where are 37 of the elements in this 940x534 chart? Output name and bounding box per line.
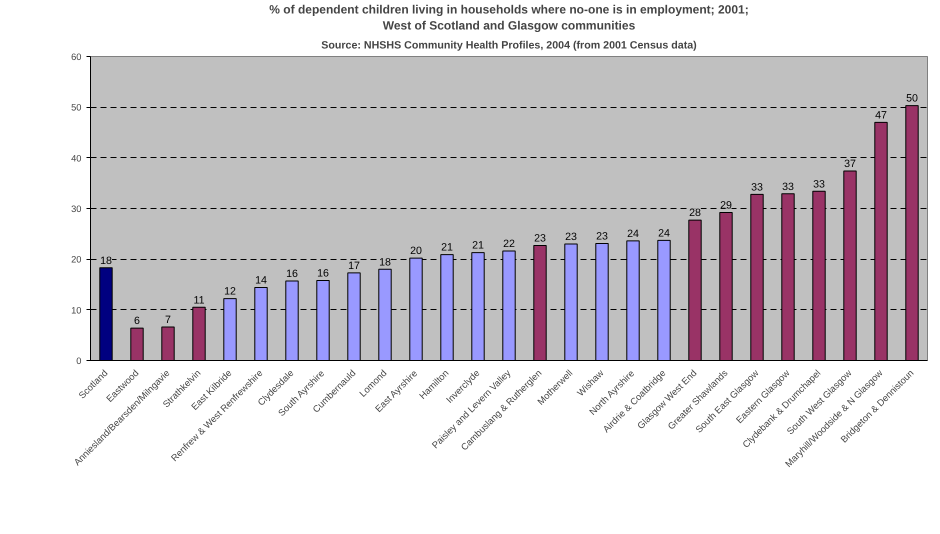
- data-label: 29: [720, 200, 732, 212]
- y-tick-label: 40: [71, 153, 82, 164]
- data-label: 6: [134, 315, 140, 328]
- data-label: 11: [193, 294, 205, 306]
- data-label: 28: [689, 207, 701, 220]
- data-label: 33: [751, 181, 763, 194]
- data-label: 20: [410, 245, 422, 258]
- data-label: 33: [782, 180, 794, 193]
- source-note: Source: NHSHS Community Health Profiles, 2004 (from 2001 Census data): [321, 40, 698, 52]
- y-tick-label: 60: [71, 52, 82, 62]
- data-label: 16: [286, 268, 298, 280]
- y-tick-label: 10: [71, 305, 82, 316]
- data-label: 17: [348, 260, 360, 272]
- data-label: 23: [534, 232, 546, 244]
- data-label: 14: [255, 274, 267, 287]
- data-label: 50: [906, 92, 918, 105]
- chart-title: % of dependent children living in households where no-one is in employment; 2001;: [269, 2, 749, 16]
- data-label: 16: [317, 267, 329, 280]
- data-label: 47: [875, 109, 887, 122]
- data-label: 24: [658, 227, 670, 240]
- data-label: 24: [627, 228, 639, 240]
- data-label: 22: [503, 238, 515, 250]
- y-tick-label: 20: [71, 254, 82, 265]
- y-tick-label: 50: [71, 102, 82, 113]
- data-label: 18: [379, 256, 391, 268]
- data-label: 33: [813, 178, 825, 190]
- data-label: 18: [100, 254, 112, 267]
- y-tick-label: 0: [76, 356, 82, 366]
- data-label: 7: [165, 314, 172, 326]
- chart-subtitle: West of Scotland and Glasgow communities: [382, 18, 636, 32]
- data-label: 37: [844, 158, 856, 170]
- data-label: 23: [596, 230, 608, 242]
- data-label: 21: [441, 242, 453, 254]
- data-label: 12: [224, 286, 236, 298]
- y-tick-label: 30: [71, 204, 82, 214]
- data-label: 23: [565, 230, 577, 243]
- data-label: 21: [472, 240, 484, 252]
